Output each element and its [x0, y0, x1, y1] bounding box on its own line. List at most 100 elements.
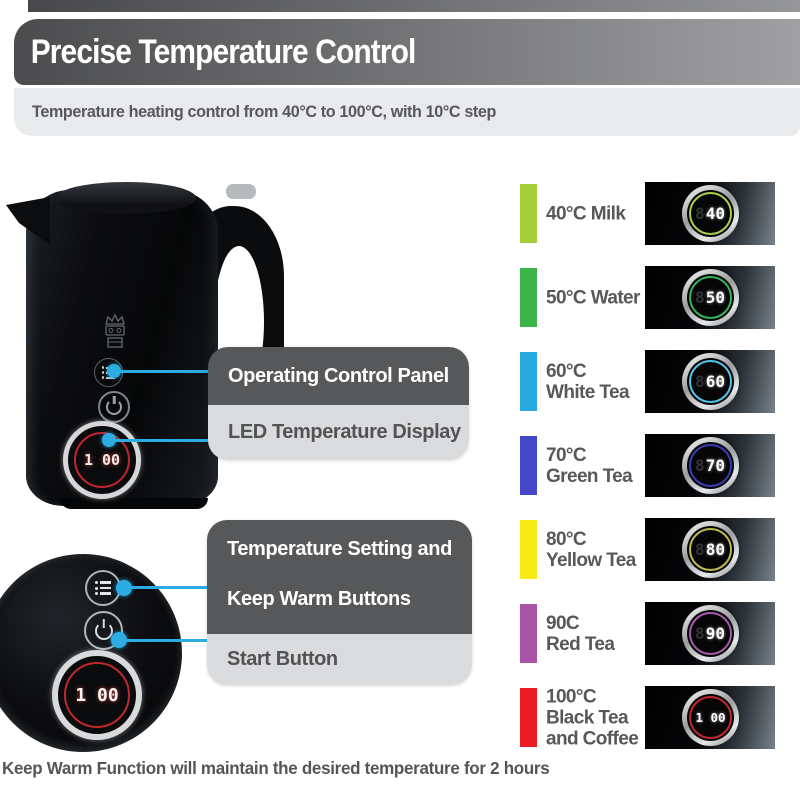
led-ring: 8 70	[688, 444, 732, 487]
temp-color-bar	[520, 520, 537, 579]
temp-label: 50°C Water	[546, 287, 640, 308]
led-panel: 8 70	[645, 434, 775, 497]
temperature-row: 80°C Yellow Tea 8 80	[518, 518, 776, 581]
closeup-power-icon	[94, 621, 113, 640]
led-ring: 1 00	[688, 696, 732, 739]
led-value: 70	[705, 456, 725, 475]
led-ghost: 8	[695, 372, 705, 391]
led-panel: 1 00	[645, 686, 775, 749]
callout-section-operating-panel: Operating Control Panel	[208, 347, 469, 405]
temperature-row: 70°C Green Tea 8 70	[518, 434, 776, 497]
led-panel: 8 80	[645, 518, 775, 581]
led-digits: 1 00	[694, 710, 725, 725]
callout-section-start-button: Start Button	[207, 634, 472, 685]
callout-line-led	[109, 439, 210, 442]
led-value: 40	[705, 204, 725, 223]
temp-label-line: Green Tea	[546, 465, 633, 487]
power-button	[98, 391, 130, 423]
led-value: 90	[705, 624, 725, 643]
led-ring: 8 40	[688, 192, 732, 235]
temp-label-line: 60°C	[546, 360, 587, 382]
led-ghost: 8	[695, 456, 705, 475]
temperature-list: 40°C Milk 8 40 50°C Water	[518, 182, 776, 749]
closeup-menu-icon	[95, 581, 111, 595]
temp-label: 40°C Milk	[546, 203, 626, 224]
callout-line-setting	[124, 586, 208, 589]
led-digits: 8 60	[695, 372, 725, 391]
led-panel: 8 60	[645, 350, 775, 413]
led-digits: 8 80	[695, 540, 725, 559]
temp-label-line: 70°C	[546, 444, 587, 466]
temp-setting-label-line2: Keep Warm Buttons	[227, 588, 411, 610]
temp-label-line: Black Tea	[546, 707, 629, 728]
led-bezel: 8 80	[681, 521, 739, 578]
start-button-label: Start Button	[227, 648, 338, 670]
led-panel: 8 90	[645, 602, 775, 665]
led-value: 1 00	[695, 710, 726, 725]
temp-label-line: Red Tea	[546, 633, 615, 655]
led-face: 8 40	[686, 190, 734, 237]
led-face: 8 90	[686, 610, 734, 657]
page-title: Precise Temperature Control	[30, 32, 417, 71]
kettle-base	[60, 498, 208, 509]
kettle-lid-latch	[226, 184, 256, 199]
brand-logo-icon	[105, 313, 125, 348]
led-panel: 8 40	[645, 182, 775, 245]
header-banner: Precise Temperature Control	[14, 19, 800, 85]
operating-panel-label: Operating Control Panel	[228, 364, 449, 387]
temp-label-line: Yellow Tea	[546, 549, 636, 571]
led-panel: 8 50	[645, 266, 775, 329]
temp-label: 100°C Black Tea and Coffee	[546, 686, 639, 749]
led-face: 8 80	[686, 526, 734, 573]
kettle-led-display: 1 00	[63, 421, 141, 499]
temp-label: 70°C Green Tea	[546, 444, 633, 487]
led-ghost: 8	[695, 204, 705, 223]
callout-line-start	[119, 639, 208, 642]
led-ring: 8 90	[688, 612, 732, 655]
led-value: 50	[705, 288, 725, 307]
led-bezel: 8 40	[681, 185, 739, 242]
callout-box-buttons: Temperature Setting and Keep Warm Button…	[207, 520, 472, 685]
led-face: 8 50	[686, 274, 734, 321]
temp-label-line: White Tea	[546, 381, 630, 403]
led-digits: 8 70	[695, 456, 725, 475]
header-subbanner: Temperature heating control from 40°C to…	[14, 88, 800, 136]
led-digits: 8 90	[695, 624, 725, 643]
temperature-row: 60°C White Tea 8 60	[518, 350, 776, 413]
led-ring: 8 60	[688, 360, 732, 403]
temp-color-bar	[520, 184, 537, 243]
led-ghost: 8	[695, 540, 705, 559]
callout-section-temp-setting: Temperature Setting and Keep Warm Button…	[207, 520, 472, 634]
led-ring: 8 80	[688, 528, 732, 571]
closeup-led-value: 1 00	[75, 684, 119, 706]
temp-color-bar	[520, 352, 537, 411]
temp-color-bar	[520, 604, 537, 663]
closeup-power-button	[84, 611, 123, 650]
led-face: 8 60	[686, 358, 734, 405]
temp-setting-label-line1: Temperature Setting and	[227, 538, 452, 560]
temp-label-line: 50°C Water	[546, 287, 640, 308]
callout-section-led-display: LED Temperature Display	[208, 405, 469, 460]
led-value: 80	[705, 540, 725, 559]
temp-label-line: 90C	[546, 612, 580, 634]
temp-color-bar	[520, 268, 537, 327]
keep-warm-note: Keep Warm Function will maintain the des…	[2, 758, 550, 778]
temp-color-bar	[520, 688, 537, 747]
temp-label-line: 100°C	[546, 686, 597, 707]
temp-color-bar	[520, 436, 537, 495]
callout-box-control-panel: Operating Control Panel LED Temperature …	[208, 347, 469, 460]
power-icon	[106, 399, 122, 415]
led-display-label: LED Temperature Display	[228, 421, 461, 443]
kettle-led-ring: 1 00	[74, 432, 130, 488]
temperature-row: 100°C Black Tea and Coffee 1 00	[518, 686, 776, 749]
led-face: 1 00	[686, 694, 734, 741]
closeup-led-ring: 1 00	[64, 662, 130, 728]
temp-label-line: 80°C	[546, 528, 587, 550]
kettle-lid	[56, 182, 196, 214]
temp-label: 80°C Yellow Tea	[546, 529, 636, 571]
led-face: 8 70	[686, 442, 734, 489]
led-bezel: 8 50	[681, 269, 739, 326]
temp-label: 90C Red Tea	[546, 612, 615, 655]
led-ring: 8 50	[688, 276, 732, 319]
led-digits: 8 40	[695, 204, 725, 223]
